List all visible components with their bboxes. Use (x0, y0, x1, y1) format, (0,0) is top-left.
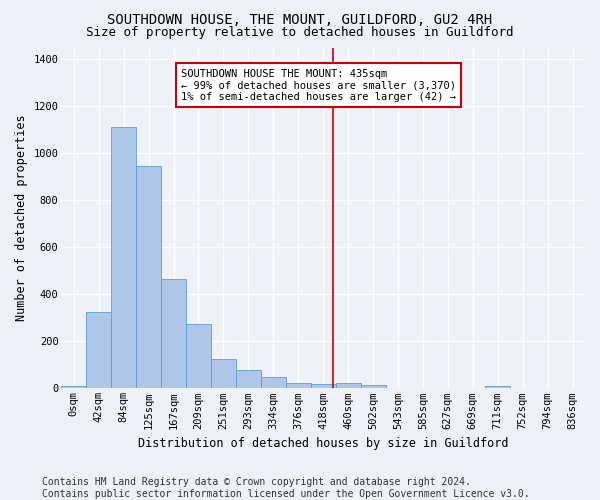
Bar (86, 312, 111, 388)
Bar (186, 324, 211, 388)
Bar (236, 370, 261, 388)
Text: Size of property relative to detached houses in Guildford: Size of property relative to detached ho… (86, 26, 514, 39)
Bar (111, 128, 136, 388)
Bar (286, 382, 311, 388)
Bar (311, 384, 335, 388)
Bar (361, 385, 386, 388)
Bar (211, 359, 236, 388)
Bar (161, 279, 186, 388)
X-axis label: Distribution of detached houses by size in Guildford: Distribution of detached houses by size … (138, 437, 508, 450)
Bar (136, 166, 161, 388)
Bar (335, 382, 361, 388)
Bar (261, 376, 286, 388)
Text: SOUTHDOWN HOUSE THE MOUNT: 435sqm
← 99% of detached houses are smaller (3,370)
1: SOUTHDOWN HOUSE THE MOUNT: 435sqm ← 99% … (181, 68, 456, 102)
Bar (61, 386, 86, 388)
Text: SOUTHDOWN HOUSE, THE MOUNT, GUILDFORD, GU2 4RH: SOUTHDOWN HOUSE, THE MOUNT, GUILDFORD, G… (107, 12, 493, 26)
Text: Contains HM Land Registry data © Crown copyright and database right 2024.
Contai: Contains HM Land Registry data © Crown c… (42, 478, 530, 499)
Y-axis label: Number of detached properties: Number of detached properties (15, 114, 28, 322)
Bar (485, 386, 510, 388)
